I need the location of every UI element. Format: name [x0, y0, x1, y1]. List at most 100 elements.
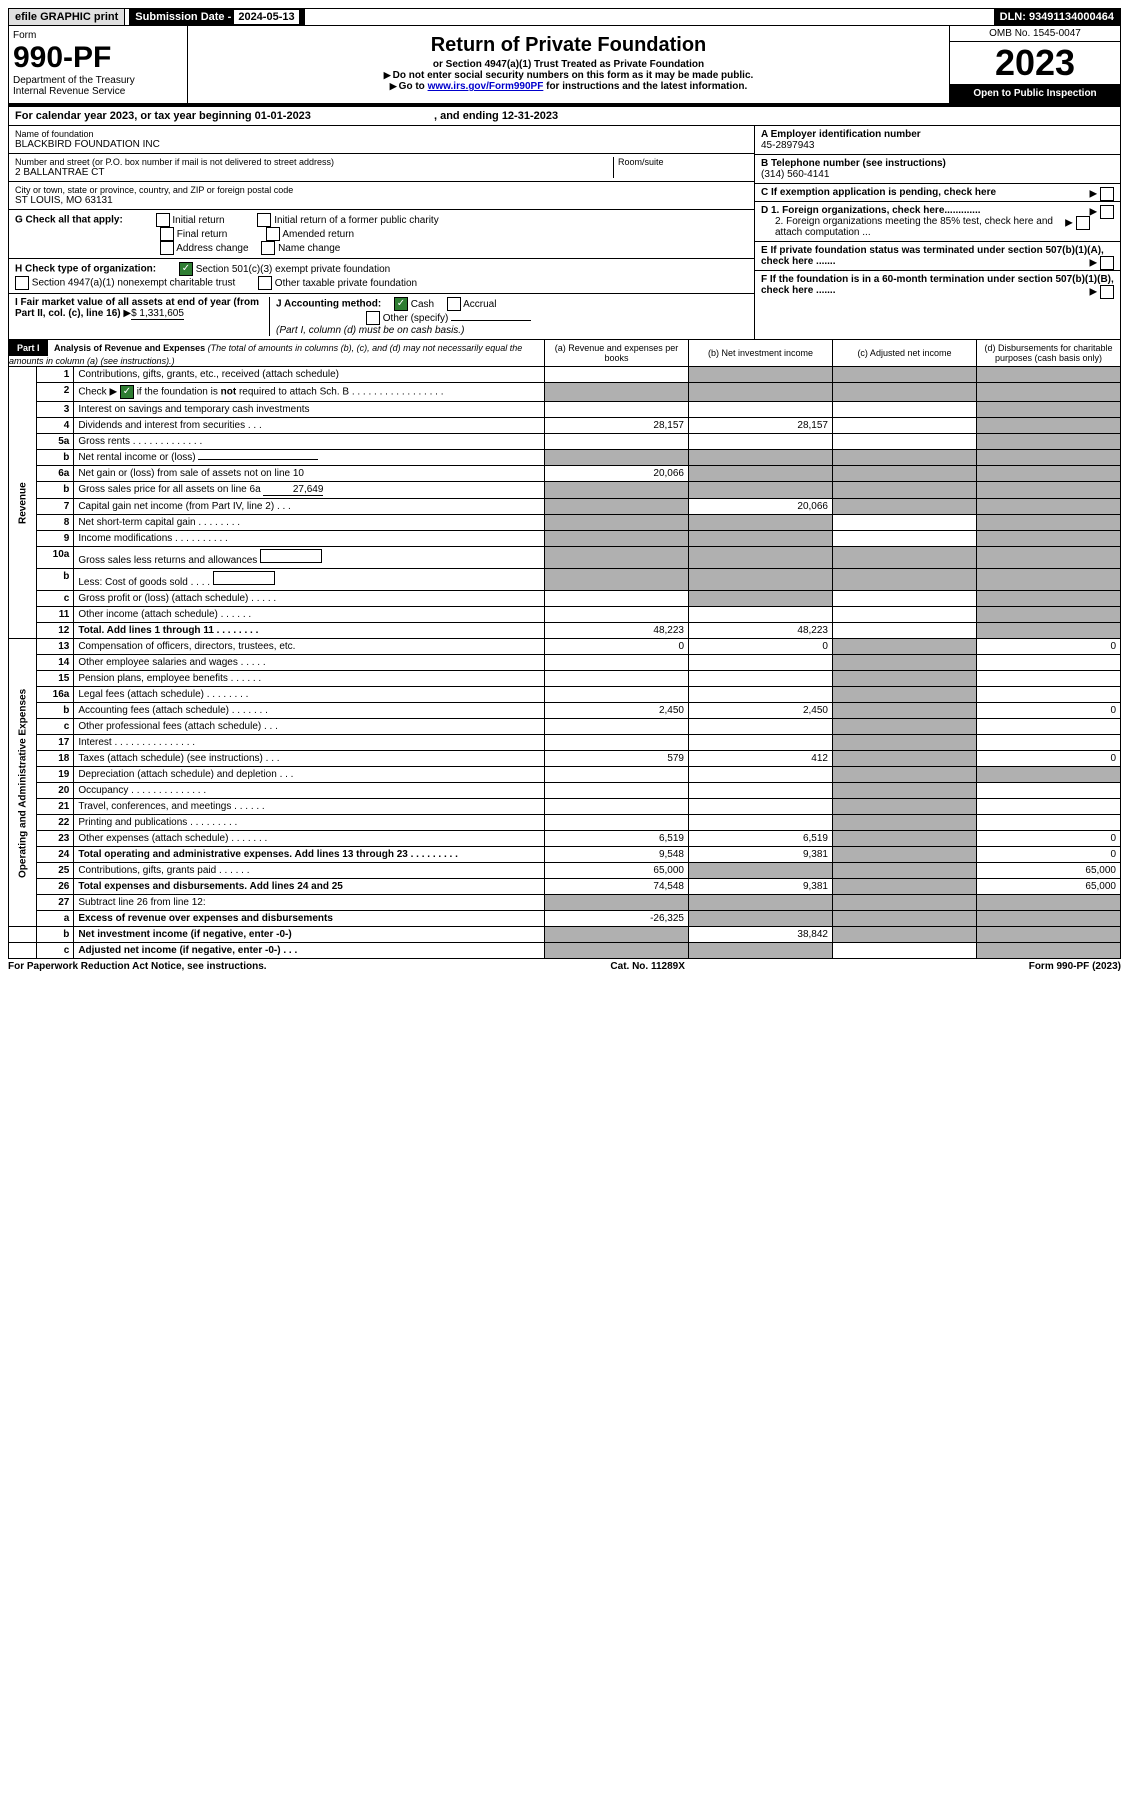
- col-b-header: (b) Net investment income: [689, 340, 833, 367]
- foreign-85-checkbox[interactable]: [1076, 216, 1090, 230]
- footer-right: Form 990-PF (2023): [1029, 961, 1121, 972]
- other-taxable-checkbox[interactable]: [258, 276, 272, 290]
- ein-value: 45-2897943: [761, 140, 814, 151]
- row-27a: Excess of revenue over expenses and disb…: [74, 911, 545, 927]
- city-state-zip: ST LOUIS, MO 63131: [15, 195, 748, 206]
- row-24: Total operating and administrative expen…: [74, 847, 545, 863]
- page-footer: For Paperwork Reduction Act Notice, see …: [8, 959, 1121, 974]
- footer-mid: Cat. No. 11289X: [610, 961, 684, 972]
- tel-label: B Telephone number (see instructions): [761, 158, 946, 169]
- form990pf-link[interactable]: www.irs.gov/Form990PF: [428, 81, 544, 92]
- expenses-side-label: Operating and Administrative Expenses: [9, 639, 37, 927]
- accrual-checkbox[interactable]: [447, 297, 461, 311]
- open-public-badge: Open to Public Inspection: [950, 84, 1120, 103]
- row-15: Pension plans, employee benefits . . . .…: [74, 671, 545, 687]
- section-e: E If private foundation status was termi…: [755, 242, 1120, 271]
- row-3: Interest on savings and temporary cash i…: [74, 402, 545, 418]
- sec4947-checkbox[interactable]: [15, 276, 29, 290]
- row-12: Total. Add lines 1 through 11 . . . . . …: [74, 623, 545, 639]
- section-d: D 1. Foreign organizations, check here..…: [755, 202, 1120, 242]
- row-16b: Accounting fees (attach schedule) . . . …: [74, 703, 545, 719]
- exemption-pending-checkbox[interactable]: [1100, 187, 1114, 201]
- revenue-side-label: Revenue: [9, 367, 37, 639]
- row-13: Compensation of officers, directors, tru…: [74, 639, 545, 655]
- addr-label: Number and street (or P.O. box number if…: [15, 157, 613, 167]
- initial-former-checkbox[interactable]: [257, 213, 271, 227]
- omb-number: OMB No. 1545-0047: [950, 26, 1120, 42]
- section-j: J Accounting method: Cash Accrual Other …: [270, 297, 748, 336]
- foreign-org-checkbox[interactable]: [1100, 205, 1114, 219]
- form-title: Return of Private Foundation: [194, 34, 943, 57]
- row-6a: Net gain or (loss) from sale of assets n…: [74, 466, 545, 482]
- city-label: City or town, state or province, country…: [15, 185, 748, 195]
- schb-checkbox[interactable]: [120, 385, 134, 399]
- row-26: Total expenses and disbursements. Add li…: [74, 879, 545, 895]
- row-10c: Gross profit or (loss) (attach schedule)…: [74, 591, 545, 607]
- cash-checkbox[interactable]: [394, 297, 408, 311]
- row-1: Contributions, gifts, grants, etc., rece…: [74, 367, 545, 383]
- street-address: 2 BALLANTRAE CT: [15, 167, 613, 178]
- part1-table: Part I Analysis of Revenue and Expenses …: [8, 339, 1121, 959]
- 60month-checkbox[interactable]: [1100, 285, 1114, 299]
- form-label: Form: [13, 30, 183, 41]
- row-16c: Other professional fees (attach schedule…: [74, 719, 545, 735]
- form-note1: Do not enter social security numbers on …: [194, 70, 943, 81]
- address-change-checkbox[interactable]: [160, 241, 174, 255]
- dept-label: Department of the Treasury: [13, 75, 183, 86]
- row-27b: Net investment income (if negative, ente…: [74, 927, 545, 943]
- form-number: 990-PF: [13, 41, 183, 75]
- row-27c: Adjusted net income (if negative, enter …: [74, 943, 545, 959]
- form-note2: Go to www.irs.gov/Form990PF for instruct…: [194, 81, 943, 92]
- row-9: Income modifications . . . . . . . . . .: [74, 531, 545, 547]
- other-method-checkbox[interactable]: [366, 311, 380, 325]
- row-25: Contributions, gifts, grants paid . . . …: [74, 863, 545, 879]
- row-16a: Legal fees (attach schedule) . . . . . .…: [74, 687, 545, 703]
- room-label: Room/suite: [618, 157, 748, 167]
- fair-market-value: $ 1,331,605: [131, 308, 184, 320]
- row-2: Check ▶ if the foundation is not require…: [74, 383, 545, 402]
- info-grid: Name of foundation BLACKBIRD FOUNDATION …: [8, 126, 1121, 339]
- top-bar: efile GRAPHIC print Submission Date - 20…: [8, 8, 1121, 26]
- ein-label: A Employer identification number: [761, 129, 921, 140]
- section-i: I Fair market value of all assets at end…: [15, 297, 270, 336]
- col-a-header: (a) Revenue and expenses per books: [545, 340, 689, 367]
- foundation-name: BLACKBIRD FOUNDATION INC: [15, 139, 748, 150]
- form-header: Form 990-PF Department of the Treasury I…: [8, 26, 1121, 104]
- row-27: Subtract line 26 from line 12:: [74, 895, 545, 911]
- section-g: G Check all that apply: Initial return I…: [9, 210, 754, 259]
- calendar-year-row: For calendar year 2023, or tax year begi…: [8, 104, 1121, 126]
- name-change-checkbox[interactable]: [261, 241, 275, 255]
- row-19: Depreciation (attach schedule) and deple…: [74, 767, 545, 783]
- row-10a: Gross sales less returns and allowances: [74, 547, 545, 569]
- col-d-header: (d) Disbursements for charitable purpose…: [976, 340, 1120, 367]
- row-6b: Gross sales price for all assets on line…: [74, 482, 545, 499]
- section-f: F If the foundation is in a 60-month ter…: [755, 271, 1120, 299]
- name-label: Name of foundation: [15, 129, 748, 139]
- row-18: Taxes (attach schedule) (see instruction…: [74, 751, 545, 767]
- irs-label: Internal Revenue Service: [13, 86, 183, 97]
- row-11: Other income (attach schedule) . . . . .…: [74, 607, 545, 623]
- row-17: Interest . . . . . . . . . . . . . . .: [74, 735, 545, 751]
- row-5b: Net rental income or (loss): [74, 450, 545, 466]
- tel-value: (314) 560-4141: [761, 169, 829, 180]
- amended-return-checkbox[interactable]: [266, 227, 280, 241]
- row-22: Printing and publications . . . . . . . …: [74, 815, 545, 831]
- row-23: Other expenses (attach schedule) . . . .…: [74, 831, 545, 847]
- row-21: Travel, conferences, and meetings . . . …: [74, 799, 545, 815]
- section-c: C If exemption application is pending, c…: [755, 184, 1120, 202]
- sec501-checkbox[interactable]: [179, 262, 193, 276]
- footer-left: For Paperwork Reduction Act Notice, see …: [8, 961, 267, 972]
- row-8: Net short-term capital gain . . . . . . …: [74, 515, 545, 531]
- status-terminated-checkbox[interactable]: [1100, 256, 1114, 270]
- row-4: Dividends and interest from securities .…: [74, 418, 545, 434]
- col-c-header: (c) Adjusted net income: [832, 340, 976, 367]
- dln-label: DLN: 93491134000464: [994, 9, 1120, 25]
- tax-year: 2023: [950, 42, 1120, 84]
- final-return-checkbox[interactable]: [160, 227, 174, 241]
- initial-return-checkbox[interactable]: [156, 213, 170, 227]
- efile-print-button[interactable]: efile GRAPHIC print: [9, 9, 125, 25]
- submission-date-label: Submission Date - 2024-05-13: [129, 9, 304, 25]
- row-7: Capital gain net income (from Part IV, l…: [74, 499, 545, 515]
- row-5a: Gross rents . . . . . . . . . . . . .: [74, 434, 545, 450]
- row-10b: Less: Cost of goods sold . . . .: [74, 569, 545, 591]
